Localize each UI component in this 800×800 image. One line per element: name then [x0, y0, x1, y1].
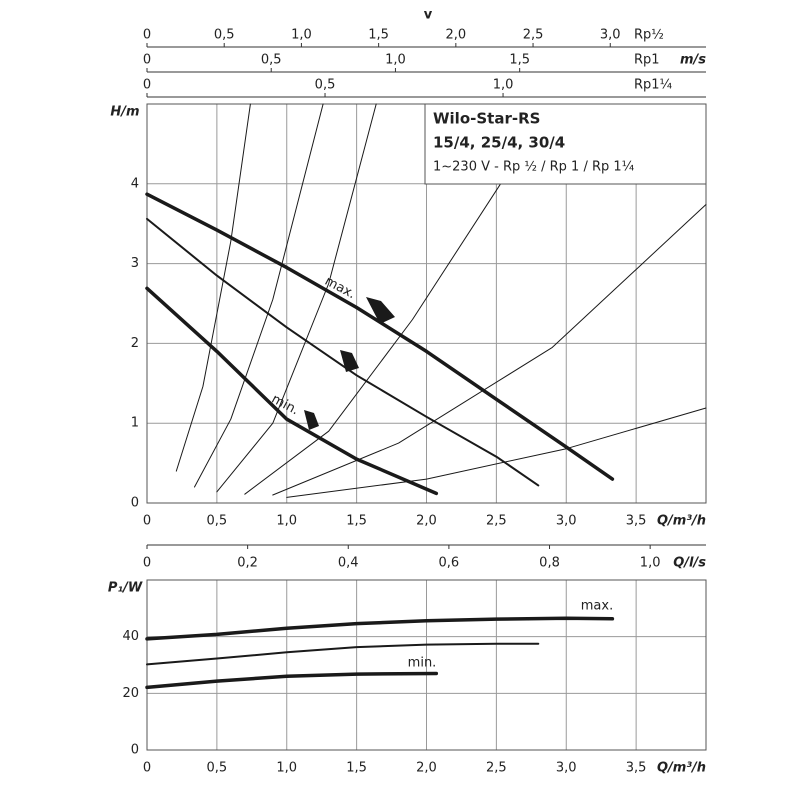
- x-tick-label: 0,5: [315, 78, 336, 93]
- curve: [286, 407, 707, 498]
- x-tick-label: 0: [143, 28, 151, 43]
- x-tick-label: 3,0: [600, 28, 621, 43]
- x2-axis-label: Q/l/s: [673, 556, 706, 571]
- x-tick-label: 2,5: [486, 514, 507, 529]
- x-tick-label: 1,0: [640, 556, 661, 571]
- x-tick-label: 0: [143, 514, 151, 529]
- y-axis-label: H/m: [110, 105, 139, 120]
- x-tick-label: 0,5: [214, 28, 235, 43]
- curve-label: max.: [581, 599, 613, 614]
- y-tick-label: 2: [131, 336, 139, 351]
- curve: [145, 671, 439, 690]
- axis-label: Rp½: [634, 28, 664, 43]
- curve: [145, 286, 439, 496]
- x-tick-label: 1,0: [385, 53, 406, 68]
- y-axis-label: P₁/W: [108, 581, 143, 596]
- x-tick-label: 0,5: [207, 514, 228, 529]
- chart-subtitle: 15/4, 25/4, 30/4: [433, 134, 565, 152]
- x-tick-label: 2,5: [486, 761, 507, 776]
- x-tick-label: 0,5: [207, 761, 228, 776]
- x-tick-label: 0: [143, 761, 151, 776]
- axis-title: v: [424, 8, 433, 23]
- curve: [272, 204, 707, 496]
- x-tick-label: 1,5: [509, 53, 530, 68]
- x-axis-label: Q/m³/h: [657, 761, 706, 776]
- x-tick-label: 0,4: [338, 556, 359, 571]
- x-tick-label: 1,0: [276, 761, 297, 776]
- y-tick-label: 40: [122, 629, 139, 644]
- axis-label: Rp1¼: [634, 78, 673, 93]
- x-tick-label: 1,5: [346, 514, 367, 529]
- x-tick-label: 0: [143, 53, 151, 68]
- x-tick-label: 1,0: [276, 514, 297, 529]
- curve: [146, 642, 540, 666]
- curve: [145, 616, 615, 641]
- x-tick-label: 1,5: [346, 761, 367, 776]
- y-tick-label: 4: [131, 176, 139, 191]
- x-tick-label: 3,5: [626, 761, 647, 776]
- x-tick-label: 2,0: [416, 514, 437, 529]
- x-tick-label: 2,5: [523, 28, 544, 43]
- x-tick-label: 0,2: [237, 556, 258, 571]
- speed-marker: [366, 297, 395, 324]
- x-axis-label: Q/m³/h: [657, 514, 706, 529]
- curve-label: min.: [408, 656, 437, 671]
- axis-unit: m/s: [680, 53, 706, 68]
- curve: [175, 103, 251, 472]
- x-tick-label: 0,5: [261, 53, 282, 68]
- x-tick-label: 1,5: [368, 28, 389, 43]
- x-tick-label: 0: [143, 78, 151, 93]
- x-tick-label: 0,6: [439, 556, 460, 571]
- x-tick-label: 1,0: [291, 28, 312, 43]
- x-tick-label: 0: [143, 556, 151, 571]
- curve: [244, 183, 502, 495]
- x-tick-label: 3,5: [626, 514, 647, 529]
- y-tick-label: 3: [131, 256, 139, 271]
- y-tick-label: 1: [131, 416, 139, 431]
- curve: [194, 103, 324, 488]
- curve: [216, 103, 377, 493]
- info-box: [424, 103, 707, 185]
- x-tick-label: 0,8: [539, 556, 560, 571]
- curve: [146, 217, 540, 487]
- y-tick-label: 0: [131, 743, 139, 758]
- curve: [145, 192, 615, 481]
- chart-note: 1~230 V - Rp ½ / Rp 1 / Rp 1¼: [433, 160, 635, 175]
- x-tick-label: 3,0: [556, 514, 577, 529]
- x-tick-label: 1,0: [493, 78, 514, 93]
- chart-title: Wilo-Star-RS: [433, 110, 540, 128]
- axis-label: Rp1: [634, 53, 660, 68]
- y-tick-label: 20: [122, 686, 139, 701]
- x-tick-label: 2,0: [416, 761, 437, 776]
- y-tick-label: 0: [131, 496, 139, 511]
- x-tick-label: 2,0: [445, 28, 466, 43]
- speed-marker: [304, 410, 319, 430]
- speed-marker: [340, 350, 359, 372]
- x-tick-label: 3,0: [556, 761, 577, 776]
